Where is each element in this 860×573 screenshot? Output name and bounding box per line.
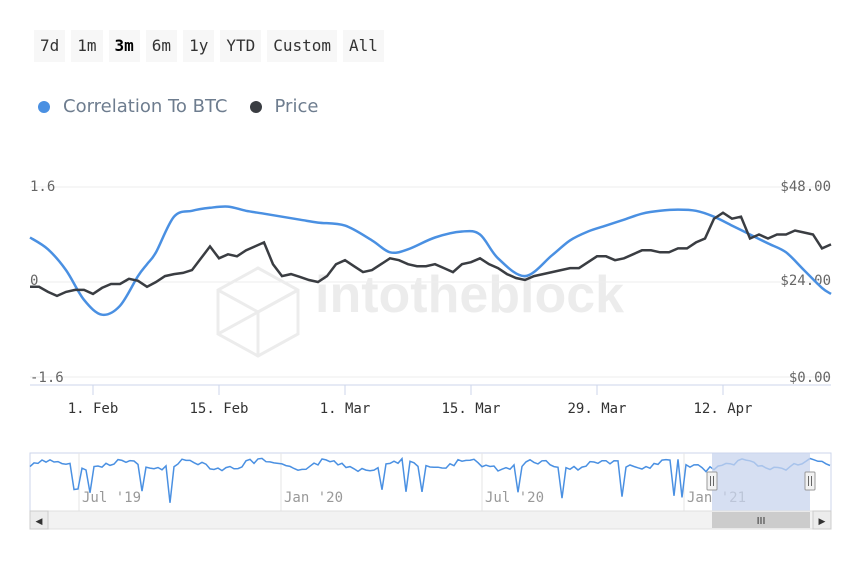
series-line-price — [30, 211, 832, 298]
x-tick-label: 15. Feb — [189, 401, 248, 417]
navigator-frame — [29, 452, 832, 512]
range-button-3m[interactable]: 3m — [108, 30, 140, 62]
series-line-correlation — [29, 205, 832, 317]
legend-dot-price — [249, 100, 262, 113]
x-tick-label: 1. Feb — [68, 401, 119, 417]
scrollbar: ◀ III ▶ — [29, 510, 832, 530]
scrollbar-thumb[interactable] — [712, 512, 810, 528]
legend-label-price: Price — [274, 96, 319, 117]
navigator-tick-jul20: Jul '20 — [485, 490, 544, 506]
x-tick-label: 15. Mar — [441, 401, 500, 417]
y-left-tick-top: 1.6 — [30, 179, 55, 195]
legend-label-correlation: Correlation To BTC — [63, 96, 228, 117]
legend-item-correlation[interactable]: Correlation To BTC — [38, 96, 228, 117]
range-button-all[interactable]: All — [343, 30, 384, 62]
navigator-tick-jul19: Jul '19 — [82, 490, 141, 506]
scrollbar-track[interactable] — [29, 510, 832, 530]
scrollbar-thumb-grip: III — [757, 516, 766, 527]
range-button-custom[interactable]: Custom — [267, 30, 338, 62]
watermark-text: intotheblock — [315, 266, 624, 324]
y-left-tick-bottom: -1.6 — [30, 370, 64, 386]
y-left-tick-mid: 0 — [30, 273, 38, 289]
x-tick-label: 29. Mar — [567, 401, 626, 417]
x-tick-label: 1. Mar — [320, 401, 371, 417]
navigator-handle-right[interactable] — [804, 471, 816, 491]
scrollbar-right-button[interactable] — [812, 510, 832, 530]
navigator-handle-left[interactable] — [706, 471, 718, 491]
range-button-1m[interactable]: 1m — [71, 30, 103, 62]
x-tick-label: 12. Apr — [693, 401, 752, 417]
range-button-ytd[interactable]: YTD — [220, 30, 262, 62]
grid-lines — [30, 186, 831, 378]
y-right-tick-top: $48.00 — [780, 179, 831, 195]
legend-item-price[interactable]: Price — [249, 96, 319, 117]
chart-legend: Correlation To BTC Price — [38, 96, 340, 117]
range-selector: 7d 1m 3m 6m 1y YTD Custom All — [34, 30, 384, 62]
range-button-7d[interactable]: 7d — [34, 30, 66, 62]
scroll-left-arrow-icon: ◀ — [36, 517, 43, 527]
navigator-series-line — [29, 456, 831, 503]
x-axis-ticks: 1. Feb 15. Feb 1. Mar 15. Mar 29. Mar 12. Apr — [68, 385, 753, 417]
scrollbar-left-button[interactable] — [29, 510, 49, 530]
navigator-tick-jan20: Jan '20 — [284, 490, 343, 506]
watermark: intotheblock — [216, 266, 624, 358]
y-right-tick-mid: $24.00 — [780, 273, 831, 289]
range-button-1y[interactable]: 1y — [183, 30, 215, 62]
watermark-logo-icon — [216, 266, 300, 358]
range-button-6m[interactable]: 6m — [145, 30, 178, 62]
legend-dot-correlation — [38, 100, 50, 113]
navigator: Jul '19 Jan '20 Jul '20 Jan '21 — [29, 452, 832, 512]
y-right-tick-bottom: $0.00 — [789, 370, 831, 386]
scroll-right-arrow-icon: ▶ — [819, 517, 826, 527]
navigator-selection-mask[interactable] — [712, 453, 810, 511]
